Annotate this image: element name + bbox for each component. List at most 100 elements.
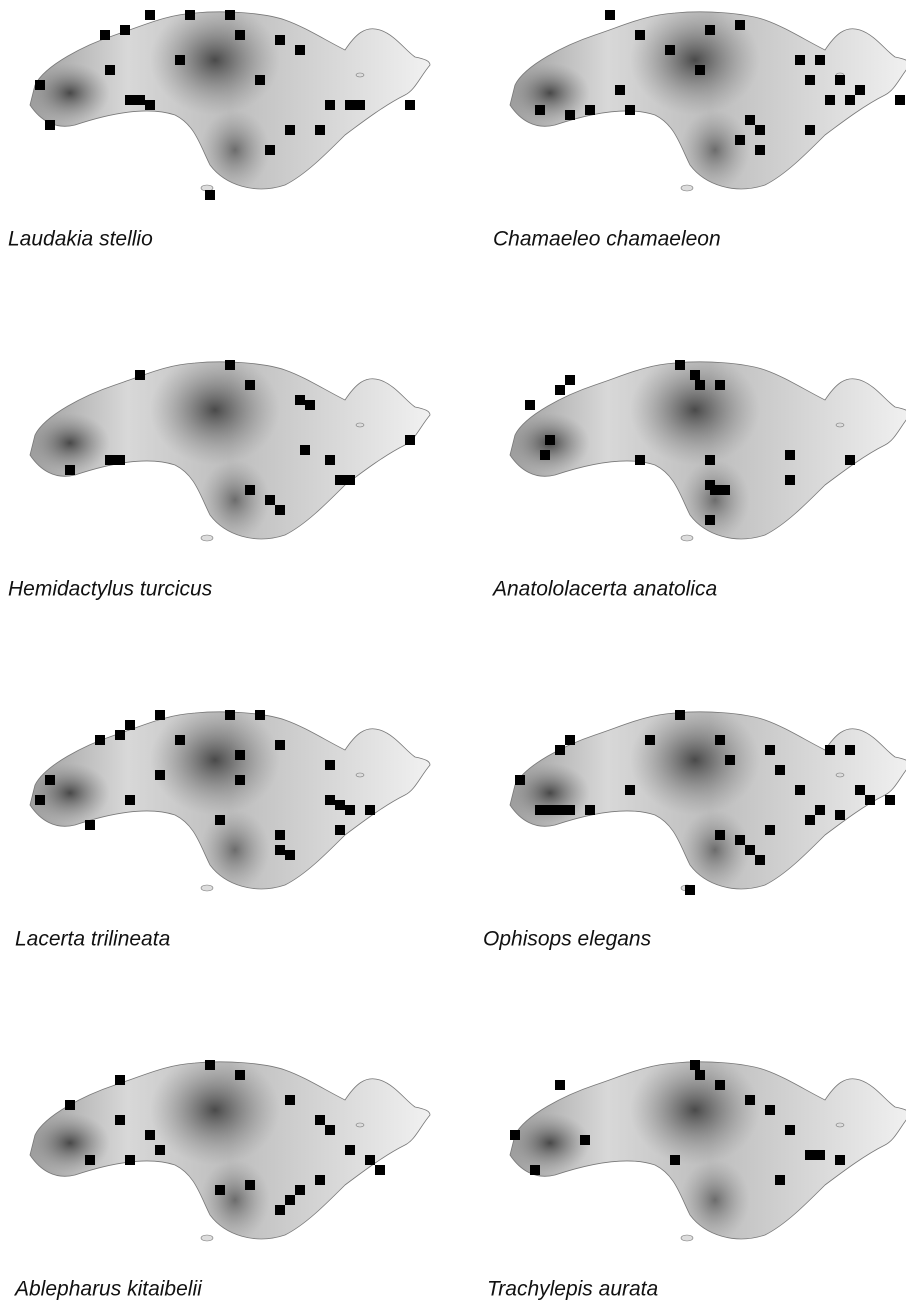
occurrence-cell [335, 475, 345, 485]
occurrence-cell [120, 25, 130, 35]
occurrence-cell [275, 505, 285, 515]
occurrence-cell [325, 1125, 335, 1135]
occurrence-cell [565, 735, 575, 745]
occurrence-cell [315, 1175, 325, 1185]
occurrence-cell [235, 1070, 245, 1080]
occurrence-cell [115, 730, 125, 740]
occurrence-cell [675, 360, 685, 370]
occurrence-cell [225, 10, 235, 20]
occurrence-cell [35, 80, 45, 90]
map-panel [505, 1055, 906, 1255]
occurrence-cell [585, 105, 595, 115]
occurrence-cell [845, 455, 855, 465]
map-panel [505, 5, 906, 205]
occurrence-cell [155, 710, 165, 720]
occurrence-cell [675, 710, 685, 720]
occurrence-cell [565, 805, 575, 815]
occurrence-cell [805, 1150, 815, 1160]
occurrence-cell [845, 745, 855, 755]
occurrence-cell [745, 1095, 755, 1105]
occurrence-cell [765, 745, 775, 755]
occurrence-cell [125, 720, 135, 730]
occurrence-cell [145, 100, 155, 110]
occurrence-cell [725, 755, 735, 765]
occurrence-cell [885, 795, 895, 805]
occurrence-cell [185, 10, 195, 20]
occurrence-cell [315, 125, 325, 135]
species-label: Lacerta trilineata [15, 928, 170, 951]
occurrence-cell [255, 75, 265, 85]
occurrence-cell [345, 475, 355, 485]
occurrence-cell [815, 55, 825, 65]
occurrence-cell [125, 95, 135, 105]
occurrence-cell [545, 435, 555, 445]
occurrence-cell [325, 100, 335, 110]
occurrence-cell [895, 95, 905, 105]
occurrence-cell [715, 735, 725, 745]
occurrence-cell [705, 455, 715, 465]
occurrence-cell [670, 1155, 680, 1165]
occurrence-cell [805, 815, 815, 825]
occurrence-cell [735, 135, 745, 145]
occurrence-cell [695, 1070, 705, 1080]
island-map [505, 1055, 906, 1255]
species-label: Hemidactylus turcicus [8, 578, 213, 601]
occurrence-cell [65, 1100, 75, 1110]
occurrence-cell [745, 845, 755, 855]
occurrence-cell [765, 1105, 775, 1115]
occurrence-cell [245, 380, 255, 390]
occurrence-cell [720, 485, 730, 495]
occurrence-cell [115, 1075, 125, 1085]
occurrence-cell [785, 1125, 795, 1135]
species-label: Laudakia stellio [8, 228, 153, 251]
occurrence-cell [85, 820, 95, 830]
occurrence-cell [715, 380, 725, 390]
occurrence-cell [685, 885, 695, 895]
occurrence-cell [535, 805, 545, 815]
occurrence-cell [555, 1080, 565, 1090]
occurrence-cell [275, 35, 285, 45]
occurrence-cell [835, 810, 845, 820]
occurrence-cell [265, 145, 275, 155]
occurrence-cell [690, 1060, 700, 1070]
occurrence-cell [275, 740, 285, 750]
occurrence-cell [345, 1145, 355, 1155]
occurrence-cell [235, 750, 245, 760]
map-panel [505, 355, 906, 555]
occurrence-cell [605, 10, 615, 20]
occurrence-cell [285, 850, 295, 860]
occurrence-cell [145, 10, 155, 20]
occurrence-cell [565, 375, 575, 385]
occurrence-cell [125, 1155, 135, 1165]
occurrence-cell [275, 1205, 285, 1215]
occurrence-cell [635, 455, 645, 465]
occurrence-cell [175, 735, 185, 745]
species-label: Chamaeleo chamaeleon [493, 228, 721, 251]
occurrence-cell [35, 795, 45, 805]
occurrence-cell [765, 825, 775, 835]
occurrence-cell [625, 105, 635, 115]
occurrence-cell [295, 45, 305, 55]
occurrence-cell [105, 455, 115, 465]
occurrence-cell [325, 795, 335, 805]
figure: Laudakia stellio Chamaeleo chamaeleon Hemi… [0, 0, 906, 1307]
occurrence-cell [325, 455, 335, 465]
occurrence-cell [665, 45, 675, 55]
occurrence-cell [545, 805, 555, 815]
occurrence-cell [315, 1115, 325, 1125]
occurrence-cell [405, 435, 415, 445]
species-label: Ophisops elegans [483, 928, 652, 951]
occurrence-cell [295, 1185, 305, 1195]
occurrence-cell [355, 100, 365, 110]
occurrence-cell [235, 775, 245, 785]
occurrence-cell [695, 65, 705, 75]
occurrence-cell [835, 75, 845, 85]
map-panel [505, 705, 906, 905]
occurrence-cell [510, 1130, 520, 1140]
occurrence-cell [795, 785, 805, 795]
occurrence-cell [775, 765, 785, 775]
occurrence-cell [105, 65, 115, 75]
occurrence-cell [45, 775, 55, 785]
occurrence-cell [755, 125, 765, 135]
occurrence-cell [615, 85, 625, 95]
